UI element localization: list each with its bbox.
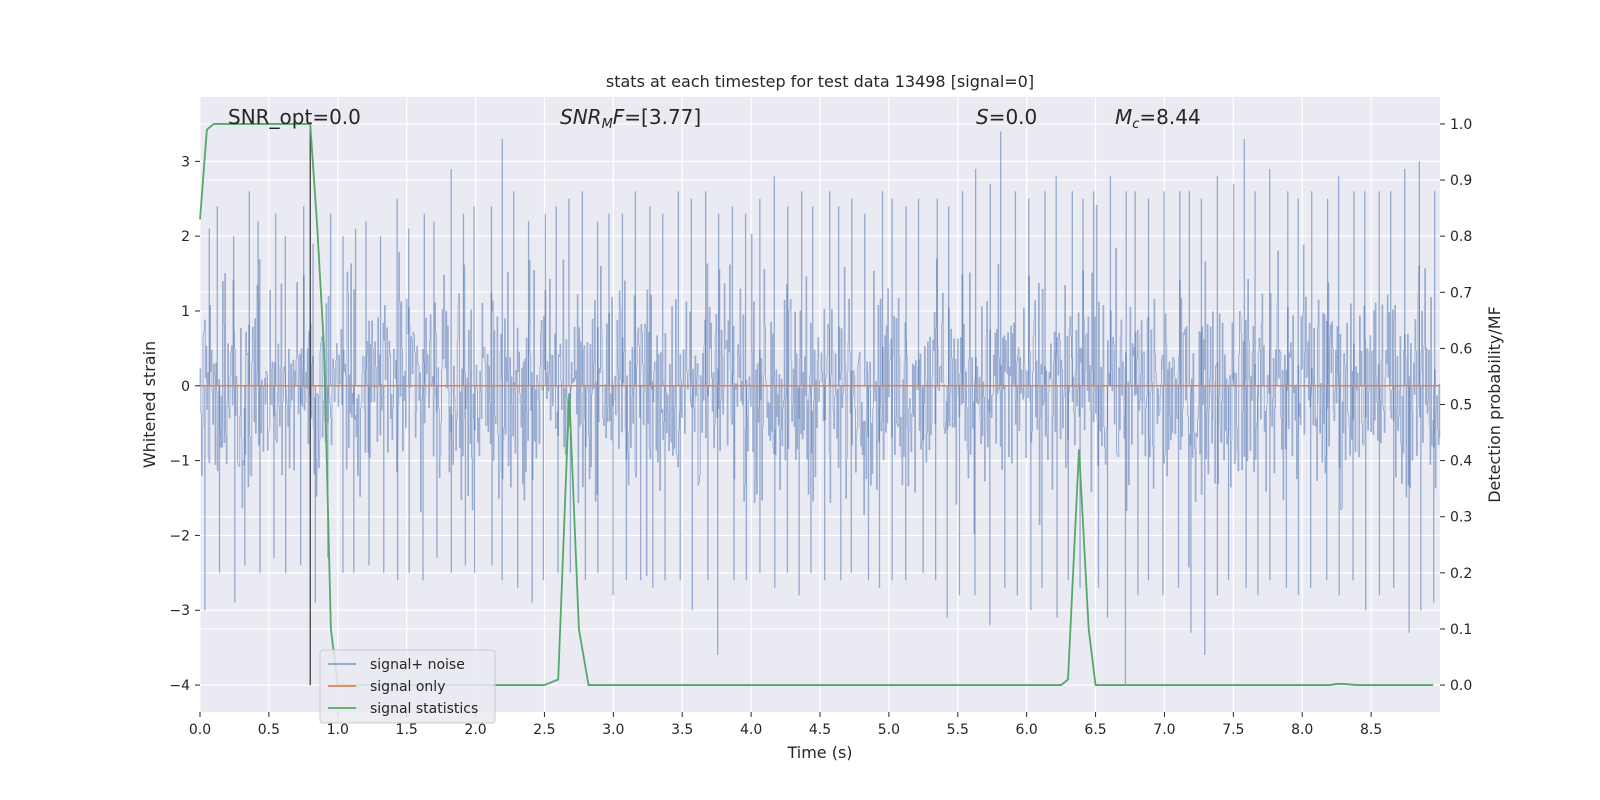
x-tick-label: 3.0 bbox=[602, 722, 624, 738]
legend: signal+ noise signal only signal statistic… bbox=[319, 649, 496, 724]
y2-tick-label: 0.4 bbox=[1450, 454, 1472, 470]
y-axis-label: Whitened strain bbox=[140, 341, 159, 468]
x-tick-label: 4.5 bbox=[809, 722, 831, 738]
y-tick-label: 0 bbox=[181, 379, 190, 395]
line-series bbox=[199, 123, 1440, 686]
y2-axis-label: Detection probability/MF bbox=[1485, 306, 1504, 503]
x-tick-label: 5.5 bbox=[947, 722, 969, 738]
legend-label: signal only bbox=[370, 679, 445, 695]
x-tick-label: 1.5 bbox=[396, 722, 418, 738]
y-tick-label: −1 bbox=[169, 454, 190, 470]
left-y-axis: −4 −3 −2 −1 0 1 2 3 bbox=[169, 154, 200, 694]
y2-tick-label: 0.3 bbox=[1450, 510, 1472, 526]
x-tick-label: 6.5 bbox=[1084, 722, 1106, 738]
legend-box bbox=[319, 649, 496, 724]
legend-label: signal+ noise bbox=[370, 657, 465, 673]
chart-title: stats at each timestep for test data 134… bbox=[606, 72, 1034, 91]
x-tick-label: 0.5 bbox=[258, 722, 280, 738]
legend-label: signal statistics bbox=[370, 701, 478, 717]
annotation-mc: Mc=8.44 bbox=[1115, 105, 1201, 132]
x-tick-label: 6.0 bbox=[1016, 722, 1038, 738]
annotation-s: S=0.0 bbox=[976, 105, 1037, 129]
x-axis-label: Time (s) bbox=[786, 743, 852, 762]
y2-tick-label: 0.7 bbox=[1450, 285, 1472, 301]
y2-tick-label: 0.9 bbox=[1450, 173, 1472, 189]
y2-tick-label: 0.2 bbox=[1450, 566, 1472, 582]
x-tick-label: 7.0 bbox=[1153, 722, 1175, 738]
y-tick-label: −4 bbox=[169, 678, 190, 694]
y2-tick-label: 0.8 bbox=[1450, 229, 1472, 245]
y-tick-label: 1 bbox=[181, 304, 190, 320]
x-tick-label: 0.0 bbox=[189, 722, 211, 738]
y2-tick-label: 1.0 bbox=[1450, 117, 1472, 133]
y2-tick-label: 0.6 bbox=[1450, 341, 1472, 357]
annotation-snr-opt: SNR_opt=0.0 bbox=[228, 105, 361, 129]
x-axis: 0.0 0.5 1.0 1.5 2.0 2.5 3.0 3.5 4.0 4.5 5.0 5.5 6.0 6… bbox=[189, 712, 1382, 738]
y-tick-label: 3 bbox=[181, 154, 190, 170]
x-tick-label: 7.5 bbox=[1222, 722, 1244, 738]
noise-series bbox=[199, 131, 1441, 686]
y-tick-label: −3 bbox=[169, 603, 190, 619]
x-tick-label: 8.0 bbox=[1291, 722, 1313, 738]
x-tick-label: 2.5 bbox=[533, 722, 555, 738]
right-y-axis: 0.0 0.1 0.2 0.3 0.4 0.5 0.6 0.7 0.8 0.9 1.0 bbox=[1440, 117, 1472, 694]
x-tick-label: 8.5 bbox=[1360, 722, 1382, 738]
annotation-snr-mf: SNRMF=[3.77] bbox=[560, 105, 701, 132]
y-tick-label: 2 bbox=[181, 229, 190, 245]
x-tick-label: 5.0 bbox=[878, 722, 900, 738]
x-tick-label: 3.5 bbox=[671, 722, 693, 738]
x-tick-label: 2.0 bbox=[464, 722, 486, 738]
y2-tick-label: 0.5 bbox=[1450, 398, 1472, 414]
y-tick-label: −2 bbox=[169, 528, 190, 544]
x-tick-label: 1.0 bbox=[327, 722, 349, 738]
y2-tick-label: 0.1 bbox=[1450, 622, 1472, 638]
x-tick-label: 4.0 bbox=[740, 722, 762, 738]
y2-tick-label: 0.0 bbox=[1450, 678, 1472, 694]
signal-statistics-line bbox=[199, 123, 1434, 686]
